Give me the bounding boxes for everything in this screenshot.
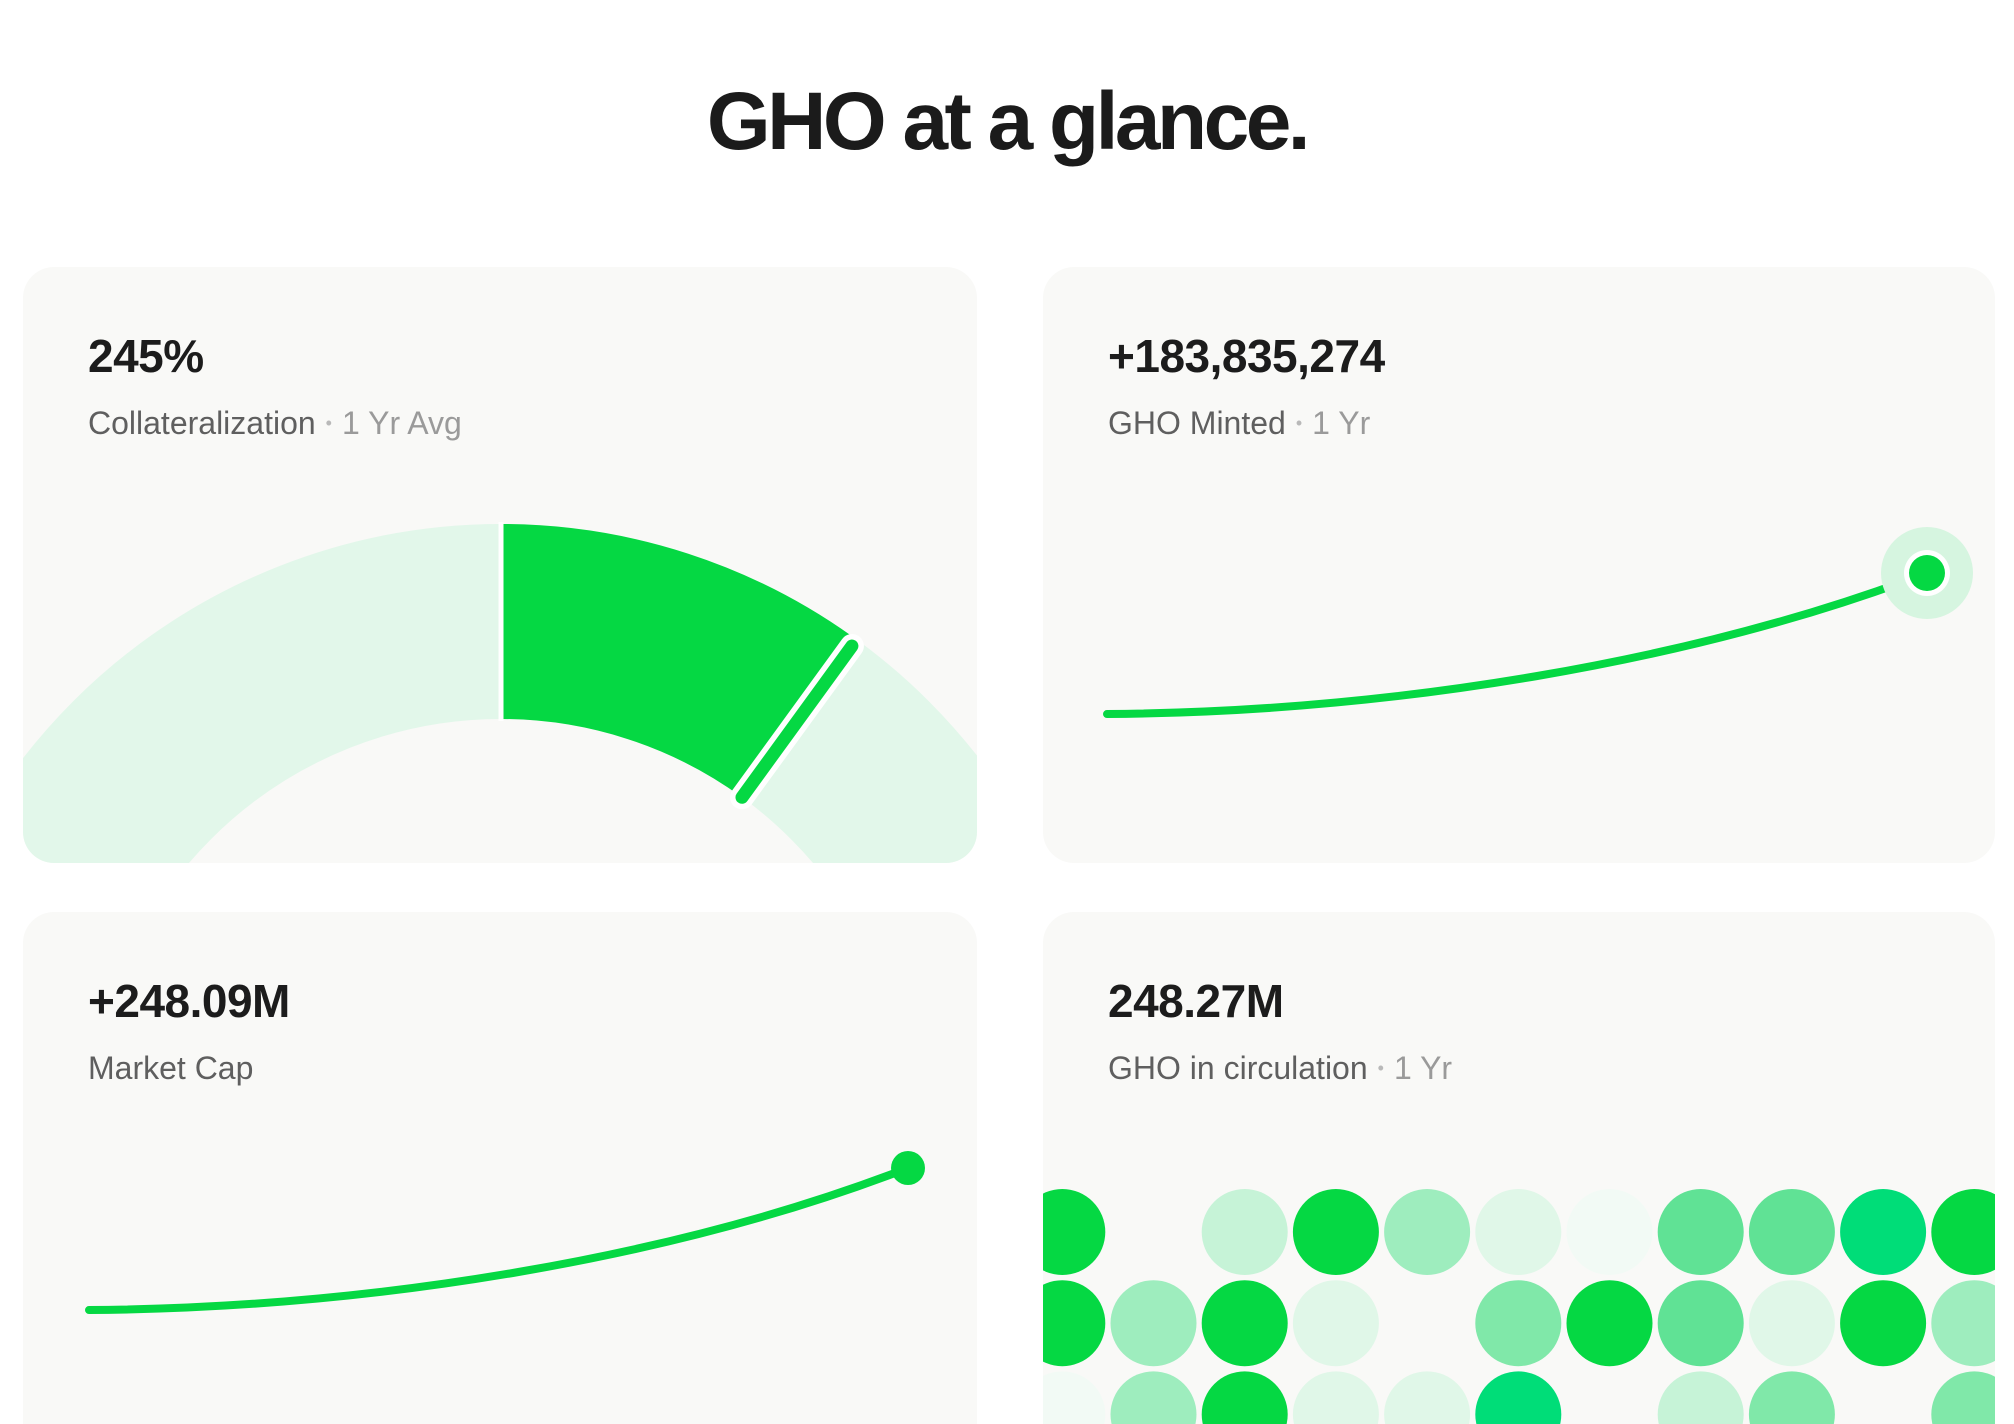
stat-value: +183,835,274 — [1108, 330, 1385, 382]
stat-card-collateralization: 245% Collateralization • 1 Yr Avg — [23, 267, 977, 863]
stat-label: GHO Minted — [1108, 405, 1286, 441]
stat-label: Market Cap — [88, 1050, 254, 1086]
grid-dot — [1110, 1371, 1197, 1424]
stat-caption: Market Cap — [88, 1049, 290, 1087]
grid-dot — [1566, 1280, 1653, 1367]
stat-label: GHO in circulation — [1108, 1050, 1368, 1086]
separator-dot: • — [1377, 1058, 1384, 1078]
grid-dot — [1043, 1280, 1106, 1367]
stat-text: 245% Collateralization • 1 Yr Avg — [88, 333, 462, 447]
grid-dot — [1931, 1280, 1995, 1367]
grid-dot — [1931, 1189, 1995, 1275]
trend-line — [1103, 569, 1931, 718]
market-cap-trend-chart — [85, 1151, 925, 1314]
stat-card-gho-minted: +183,835,274 GHO Minted • 1 Yr — [1043, 267, 1995, 863]
stat-value: +248.09M — [88, 975, 290, 1027]
stat-period: 1 Yr Avg — [341, 405, 462, 441]
trend-line — [85, 1164, 912, 1314]
grid-dot — [1201, 1280, 1288, 1367]
stat-value: 245% — [88, 330, 204, 382]
grid-dot — [1292, 1280, 1379, 1367]
grid-dot — [1292, 1189, 1379, 1275]
grid-dot — [1657, 1189, 1744, 1275]
stat-value: 248.27M — [1108, 975, 1284, 1027]
stat-text: +248.09M Market Cap — [88, 978, 290, 1087]
gauge-needle — [735, 639, 859, 804]
grid-dot — [1475, 1371, 1562, 1424]
grid-dot — [1043, 1371, 1106, 1424]
stat-text: +183,835,274 GHO Minted • 1 Yr — [1108, 333, 1385, 447]
grid-dot — [1384, 1189, 1471, 1275]
grid-dot — [1384, 1371, 1471, 1424]
grid-dot — [1931, 1371, 1995, 1424]
grid-dot — [1292, 1371, 1379, 1424]
grid-dot — [1840, 1189, 1927, 1275]
grid-dot — [1748, 1189, 1835, 1275]
grid-dot — [1201, 1371, 1288, 1424]
stat-card-market-cap: +248.09M Market Cap — [23, 912, 977, 1424]
latest-point — [1909, 555, 1945, 591]
grid-dot — [1748, 1371, 1835, 1424]
grid-dot — [1657, 1280, 1744, 1367]
collateralization-gauge — [23, 522, 977, 863]
grid-dot — [1566, 1189, 1653, 1275]
grid-dot — [1110, 1280, 1197, 1367]
latest-point — [891, 1151, 925, 1185]
grid-dot — [1475, 1280, 1562, 1367]
separator-dot: • — [325, 413, 332, 433]
minted-trend-chart — [1103, 527, 1973, 718]
grid-dot — [1043, 1189, 1106, 1275]
grid-dot — [1201, 1189, 1288, 1275]
grid-dot — [1475, 1189, 1562, 1275]
grid-dot — [1657, 1371, 1744, 1424]
stat-caption: GHO Minted • 1 Yr — [1108, 404, 1385, 447]
stat-label: Collateralization — [88, 405, 316, 441]
stat-caption: GHO in circulation • 1 Yr — [1108, 1049, 1452, 1092]
stat-text: 248.27M GHO in circulation • 1 Yr — [1108, 978, 1452, 1092]
stat-card-circulation: 248.27M GHO in circulation • 1 Yr — [1043, 912, 1995, 1424]
gauge-fill — [499, 524, 857, 799]
stat-caption: Collateralization • 1 Yr Avg — [88, 404, 462, 447]
page-title: GHO at a glance. — [706, 76, 1311, 167]
circulation-dot-grid — [1043, 1189, 1995, 1424]
grid-dot — [1840, 1280, 1927, 1367]
separator-dot: • — [1295, 413, 1303, 433]
stat-period: 1 Yr — [1312, 405, 1371, 441]
stat-period: 1 Yr — [1393, 1050, 1453, 1086]
grid-dot — [1748, 1280, 1835, 1367]
